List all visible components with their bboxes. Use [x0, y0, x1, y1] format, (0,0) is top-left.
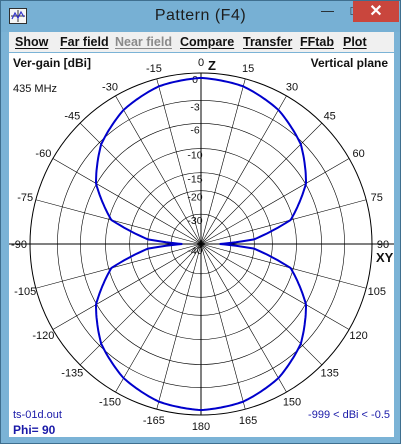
grid-spoke [200, 243, 367, 289]
grid-spoke [79, 122, 202, 245]
gain-axis-title: Ver-gain [dBi] [13, 56, 92, 70]
grid-spoke [200, 95, 287, 245]
frequency-label: 435 MHz [13, 83, 58, 95]
grid-spoke [200, 158, 350, 245]
plane-label: Vertical plane [310, 56, 388, 70]
radial-tick-label: -3 [190, 101, 199, 113]
angle-tick-label: 135 [321, 368, 339, 380]
minimize-button[interactable]: — [321, 3, 334, 18]
radial-tick-label: -40 [187, 245, 202, 257]
menu-compare[interactable]: Compare [180, 35, 235, 49]
angle-tick-label: 180 [192, 421, 210, 433]
gain-range-label: -999 < dBi < -0.5 [308, 409, 390, 421]
angle-tick-label: -75 [17, 192, 33, 204]
menu-near-field[interactable]: Near field [115, 35, 172, 49]
grid-spoke [156, 78, 202, 245]
grid-spoke [115, 95, 202, 245]
angle-tick-label: -60 [35, 148, 51, 160]
grid-spoke [200, 243, 287, 393]
menu-transfer[interactable]: Transfer [243, 35, 293, 49]
angle-tick-label: 15 [242, 63, 254, 75]
radial-tick-label: -10 [187, 150, 202, 162]
xy-axis-label: XY [376, 250, 394, 265]
radial-tick-label: 0 [192, 74, 198, 86]
angle-tick-label: -165 [143, 415, 165, 427]
radial-tick-label: -15 [187, 174, 202, 186]
menu-far-field[interactable]: Far field [60, 35, 109, 49]
angle-tick-label: -150 [99, 397, 121, 409]
radial-tick-label: -20 [187, 192, 202, 204]
grid-spoke [200, 199, 367, 245]
angle-tick-label: -135 [61, 368, 83, 380]
angle-tick-label: -120 [32, 330, 54, 342]
grid-spoke [200, 243, 323, 366]
angle-tick-label: 75 [371, 192, 383, 204]
grid-spoke [156, 243, 202, 410]
angle-tick-label: 120 [349, 330, 367, 342]
grid-spoke [52, 158, 202, 245]
pattern-plot-area[interactable]: 0 15 30 45 60 75 90 105 120 135 150 165 180 -165 -150-… [9, 53, 394, 437]
angle-tick-label: 0 [198, 57, 204, 69]
menu-fftab[interactable]: FFtab [300, 35, 335, 49]
menu-plot[interactable]: Plot [343, 35, 367, 49]
angle-tick-label: -105 [14, 286, 36, 298]
angle-tick-label: -15 [146, 63, 162, 75]
grid-spoke [200, 78, 246, 245]
grid-spoke [79, 243, 202, 366]
grid-spoke [52, 243, 202, 330]
angle-tick-label: 105 [368, 286, 386, 298]
window-title: Pattern (F4) [154, 7, 247, 24]
phi-label: Phi= 90 [13, 423, 56, 437]
pattern-series-line [95, 76, 307, 412]
filename-label: ts-01d.out [13, 409, 62, 421]
radial-tick-label: -30 [187, 215, 202, 227]
angle-tick-label: -30 [102, 81, 118, 93]
menu-show[interactable]: Show [15, 35, 49, 49]
angle-tick-label: 90 [377, 239, 389, 251]
angle-tick-label: -90 [11, 239, 27, 251]
close-button[interactable]: ✕ [353, 1, 399, 22]
title-bar[interactable]: Pattern (F4) — □ ✕ [1, 1, 400, 32]
grid-spoke [200, 243, 350, 330]
angle-tick-label: 150 [283, 397, 301, 409]
angle-tick-label: 60 [352, 148, 364, 160]
app-icon [9, 8, 27, 24]
angle-tick-label: -45 [64, 110, 80, 122]
z-axis-label: Z [208, 58, 216, 73]
grid-spoke [200, 243, 246, 410]
grid-spoke [200, 122, 323, 245]
grid-spoke [35, 199, 202, 245]
angle-tick-label: 30 [286, 81, 298, 93]
angle-tick-label: 45 [324, 110, 336, 122]
grid-spoke [115, 243, 202, 393]
polar-plot: 0153045607590105120135150165180-165-150-… [9, 57, 394, 433]
angle-tick-label: 165 [239, 415, 257, 427]
grid-spoke [35, 243, 202, 289]
radial-tick-label: -6 [190, 124, 199, 136]
menu-bar: Show Far field Near field Compare Transf… [9, 32, 394, 52]
